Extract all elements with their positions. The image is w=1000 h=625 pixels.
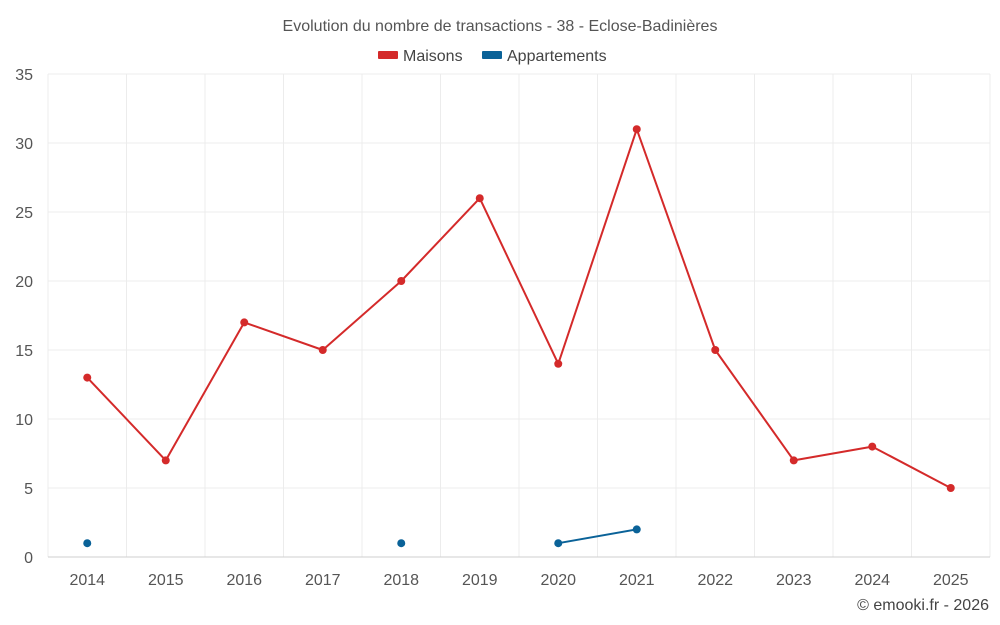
legend-swatch-appartements	[482, 51, 502, 59]
x-tick-label: 2022	[697, 572, 733, 589]
legend-swatch-maisons	[378, 51, 398, 59]
x-tick-label: 2016	[226, 572, 262, 589]
series-maisons	[83, 125, 955, 492]
y-tick-label: 5	[24, 481, 33, 498]
y-tick-label: 15	[15, 343, 33, 360]
x-tick-label: 2019	[462, 572, 498, 589]
chart-title: Evolution du nombre de transactions - 38…	[283, 18, 718, 35]
credit-text: © emooki.fr - 2026	[857, 597, 989, 614]
data-point-appartements[interactable]	[632, 525, 641, 534]
series-line-appartements	[557, 528, 638, 545]
data-point-maisons[interactable]	[397, 277, 406, 285]
y-tick-label: 0	[24, 550, 33, 567]
y-tick-label: 10	[15, 412, 33, 429]
x-tick-label: 2025	[933, 572, 969, 589]
data-point-maisons[interactable]	[161, 456, 170, 465]
series-line-maisons	[86, 128, 952, 489]
data-point-maisons[interactable]	[240, 318, 249, 327]
x-tick-label: 2018	[383, 572, 419, 589]
legend-label-appartements: Appartements	[507, 48, 607, 65]
data-point-maisons[interactable]	[475, 194, 484, 203]
y-axis-tick-labels: 0 5 10 15 20 25 30 35	[15, 67, 33, 567]
x-tick-label: 2014	[69, 572, 105, 589]
x-tick-label: 2024	[854, 572, 890, 589]
data-point-maisons[interactable]	[554, 359, 563, 368]
x-tick-label: 2020	[540, 572, 576, 589]
data-point-maisons[interactable]	[868, 442, 877, 451]
data-point-appartements[interactable]	[554, 539, 563, 548]
x-axis-tick-labels: 2014 2015 2016 2017 2018 2019 2020 2021 2022 2023…	[69, 572, 968, 589]
y-tick-label: 25	[15, 205, 33, 222]
legend-label-maisons: Maisons	[403, 48, 463, 65]
data-point-maisons[interactable]	[711, 346, 720, 354]
data-point-appartements[interactable]	[83, 539, 92, 548]
y-tick-label: 20	[15, 274, 33, 291]
data-point-maisons[interactable]	[789, 456, 798, 465]
data-point-maisons[interactable]	[632, 125, 641, 134]
x-gridlines	[47, 74, 991, 557]
data-point-maisons[interactable]	[318, 346, 327, 354]
x-tick-label: 2017	[305, 572, 341, 589]
data-point-maisons[interactable]	[83, 373, 92, 382]
x-tick-label: 2015	[148, 572, 184, 589]
x-tick-label: 2021	[619, 572, 655, 589]
data-point-maisons[interactable]	[946, 484, 955, 492]
series-appartements	[83, 525, 641, 548]
y-tick-label: 35	[15, 67, 33, 84]
data-point-appartements[interactable]	[397, 539, 406, 548]
y-tick-label: 30	[15, 136, 33, 153]
series-layer	[83, 125, 955, 548]
legend-item-appartements[interactable]: Appartements	[482, 48, 607, 65]
legend-item-maisons[interactable]: Maisons	[378, 48, 463, 65]
legend: Maisons Appartements	[378, 48, 607, 65]
x-tick-label: 2023	[776, 572, 812, 589]
